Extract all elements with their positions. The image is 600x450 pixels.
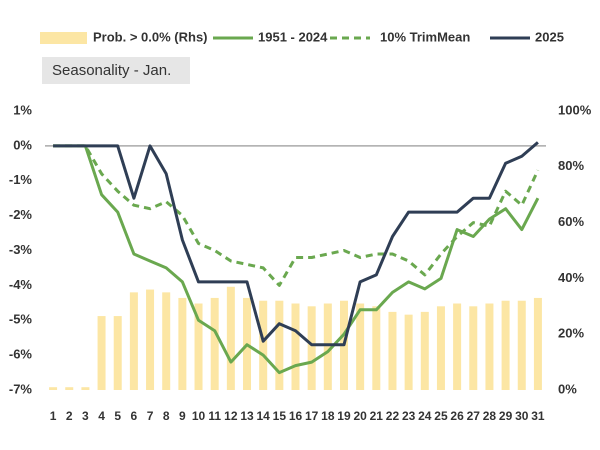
x-tick-label: 6: [131, 409, 138, 423]
bar: [323, 303, 332, 390]
bar: [436, 306, 445, 390]
subtitle-box: [42, 57, 190, 84]
x-tick-label: 7: [147, 409, 154, 423]
legend-label: 10% TrimMean: [380, 29, 470, 44]
legend-label: 2025: [535, 29, 564, 44]
bar: [404, 314, 413, 390]
bar: [162, 292, 171, 390]
x-tick-label: 11: [208, 409, 221, 423]
x-tick-label: 25: [434, 409, 448, 423]
bar: [146, 289, 155, 390]
legend-label: Prob. > 0.0% (Rhs): [93, 29, 208, 44]
x-tick-label: 17: [305, 409, 319, 423]
bar: [97, 316, 106, 390]
line-series: [53, 144, 540, 287]
y-tick-label: 0%: [13, 137, 32, 152]
x-tick-label: 27: [467, 409, 481, 423]
y2-tick-label: 80%: [558, 158, 584, 173]
y2-tick-label: 40%: [558, 270, 584, 285]
bar: [291, 303, 300, 390]
x-tick-label: 5: [114, 409, 121, 423]
y-tick-label: -4%: [9, 277, 33, 292]
bar: [420, 311, 429, 390]
x-tick-label: 18: [321, 409, 335, 423]
x-tick-label: 1: [50, 409, 57, 423]
bar: [210, 297, 219, 390]
y2-tick-label: 100%: [558, 102, 592, 117]
x-tick-label: 10: [192, 409, 206, 423]
legend-swatch: [40, 32, 87, 44]
x-tick-label: 8: [163, 409, 170, 423]
y2-tick-label: 60%: [558, 214, 584, 229]
y-tick-label: -1%: [9, 172, 33, 187]
y-tick-label: -5%: [9, 312, 33, 327]
x-tick-label: 14: [256, 409, 270, 423]
bar: [307, 306, 316, 390]
line-series: [53, 144, 540, 375]
line-series: [53, 141, 539, 347]
bar: [81, 387, 90, 390]
bar: [113, 316, 122, 390]
x-tick-label: 31: [531, 409, 545, 423]
bar: [501, 300, 510, 390]
bar: [226, 286, 235, 390]
bar: [517, 300, 526, 390]
subtitle: Seasonality - Jan.: [52, 62, 171, 79]
bar: [129, 292, 138, 390]
x-tick-label: 23: [402, 409, 416, 423]
x-tick-label: 21: [370, 409, 384, 423]
y-tick-label: -3%: [9, 242, 33, 257]
bar: [372, 306, 381, 390]
x-tick-label: 29: [499, 409, 513, 423]
bar: [65, 387, 74, 390]
x-tick-label: 22: [386, 409, 400, 423]
x-tick-label: 26: [450, 409, 464, 423]
bar: [49, 387, 58, 390]
x-tick-label: 20: [353, 409, 367, 423]
x-tick-label: 28: [483, 409, 497, 423]
bar: [388, 311, 397, 390]
x-tick-label: 13: [240, 409, 254, 423]
bar: [453, 303, 462, 390]
bar: [485, 303, 494, 390]
y2-tick-label: 20%: [558, 326, 584, 341]
bar: [178, 297, 187, 390]
bar: [194, 303, 203, 390]
x-tick-label: 9: [179, 409, 186, 423]
x-tick-label: 2: [66, 409, 73, 423]
legend-label: 1951 - 2024: [258, 29, 328, 44]
y-tick-label: -6%: [9, 347, 33, 362]
y-tick-label: 1%: [13, 102, 32, 117]
y-tick-label: -7%: [9, 381, 33, 396]
x-tick-label: 12: [224, 409, 238, 423]
y2-tick-label: 0%: [558, 381, 577, 396]
x-tick-label: 4: [98, 409, 105, 423]
y-tick-label: -2%: [9, 207, 33, 222]
x-tick-label: 19: [337, 409, 351, 423]
bar: [259, 300, 268, 390]
x-tick-label: 16: [289, 409, 303, 423]
x-tick-label: 30: [515, 409, 529, 423]
x-tick-label: 3: [82, 409, 89, 423]
x-tick-label: 15: [273, 409, 287, 423]
bar: [356, 303, 365, 390]
x-tick-label: 24: [418, 409, 432, 423]
bar: [275, 300, 284, 390]
bar: [533, 297, 542, 390]
bar: [469, 306, 478, 390]
